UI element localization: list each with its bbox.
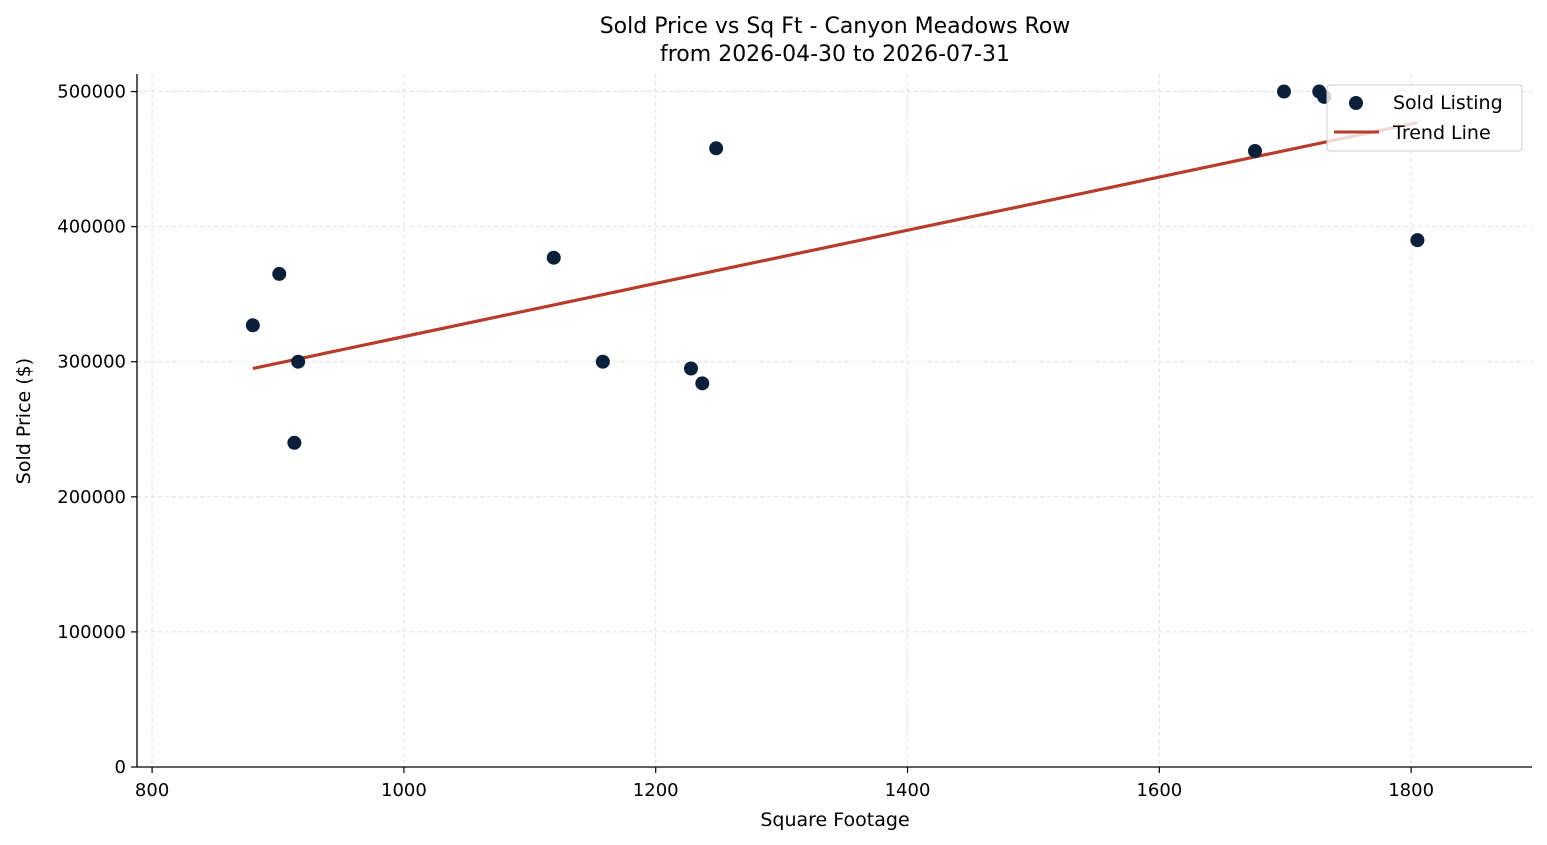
data-point [595,354,610,369]
data-point [1410,233,1425,248]
data-point [709,141,724,156]
chart-subtitle: from 2026-04-30 to 2026-07-31 [660,42,1010,67]
axes [136,74,1532,768]
y-tick-label: 0 [115,757,126,778]
data-point [1276,84,1291,99]
data-point [291,354,306,369]
data-point [683,361,698,376]
y-tick-label: 200000 [57,487,126,508]
y-tick-label: 500000 [57,82,126,103]
x-axis-ticks: 800 1000 1200 1400 1600 1800 [135,767,1434,801]
legend-label-sold-listing: Sold Listing [1393,92,1503,114]
legend-marker-sold-listing [1349,96,1363,110]
y-axis-ticks: 0 100000 200000 300000 400000 500000 [57,82,137,778]
y-tick-label: 100000 [57,622,126,643]
data-point [272,266,287,281]
grid-lines [137,74,1532,768]
x-tick-label: 800 [135,780,169,801]
data-point [1248,144,1263,158]
x-tick-label: 1800 [1388,780,1434,801]
trend-line [252,121,1418,371]
legend: Sold Listing Trend Line [1326,84,1523,152]
data-point [245,318,260,333]
data-point [287,435,302,450]
legend-box [1326,84,1523,152]
scatter-points [245,84,1425,450]
y-tick-label: 400000 [57,217,126,238]
data-point [546,250,561,265]
y-axis-label: Sold Price ($) [13,358,35,484]
trend-line-group [252,121,1418,371]
x-tick-label: 1600 [1136,780,1182,801]
chart-title: Sold Price vs Sq Ft - Canyon Meadows Row [600,14,1071,39]
legend-label-trend-line: Trend Line [1392,122,1491,144]
y-tick-label: 300000 [57,352,126,373]
x-tick-label: 1000 [381,780,427,801]
x-tick-label: 1200 [633,780,679,801]
x-axis-label: Square Footage [760,809,909,831]
x-tick-label: 1400 [885,780,931,801]
data-point [695,376,710,391]
